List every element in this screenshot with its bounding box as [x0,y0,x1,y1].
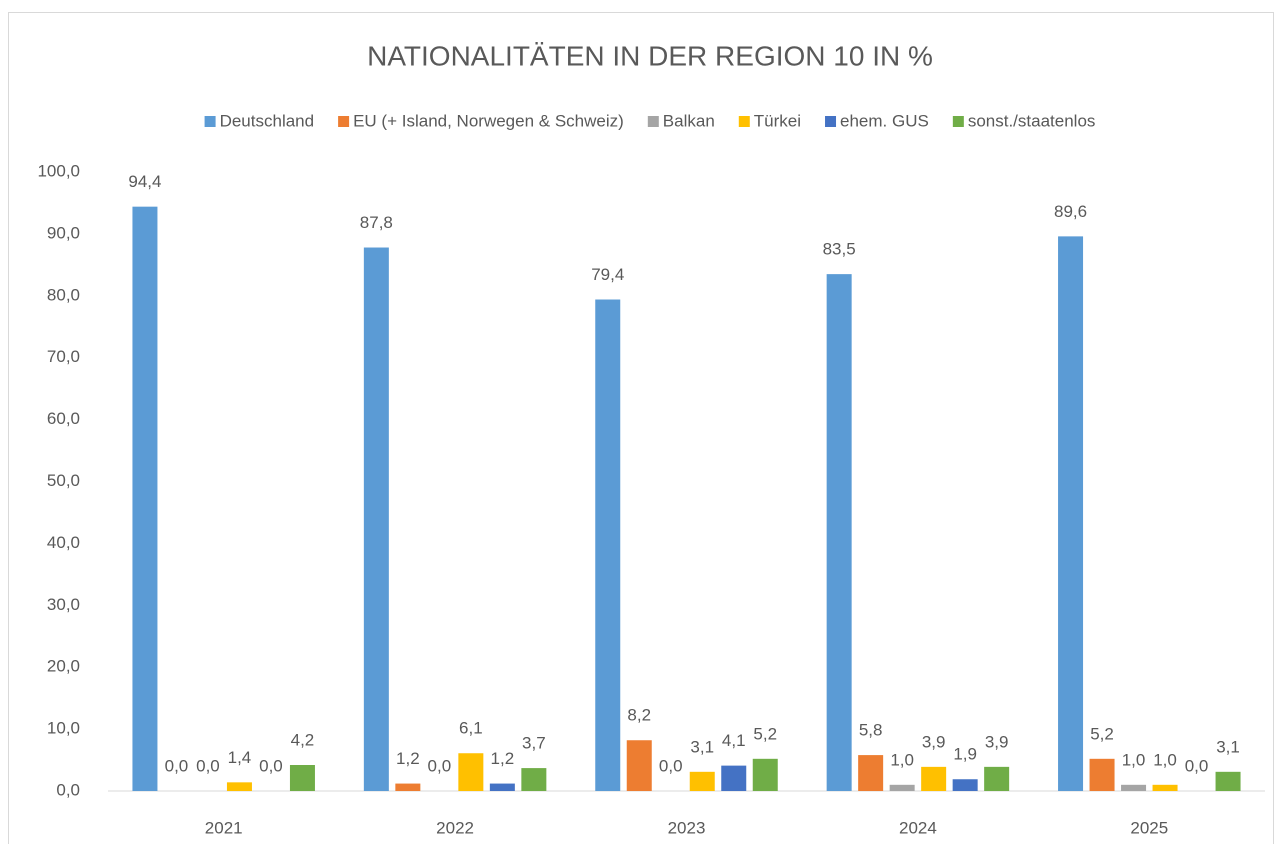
value-label: 3,7 [522,734,546,753]
value-label: 0,0 [428,756,452,775]
bar [1089,758,1115,791]
legend-swatch [204,116,216,127]
value-label: 0,0 [1185,756,1209,775]
value-label: 0,0 [196,756,220,775]
bar [521,768,547,791]
value-label: 1,0 [890,750,914,769]
bar [1058,236,1084,792]
y-tick-label: 0,0 [56,780,80,799]
y-tick-label: 60,0 [47,409,80,428]
bar [889,784,915,791]
bar [489,783,515,791]
legend-label: Deutschland [220,111,315,130]
bar [1215,771,1241,791]
value-label: 5,8 [859,721,883,740]
y-tick-label: 40,0 [47,533,80,552]
value-label: 1,2 [396,749,420,768]
y-tick-label: 80,0 [47,285,80,304]
bar [952,779,978,791]
value-label: 89,6 [1054,202,1087,221]
value-label: 3,9 [922,732,946,751]
value-label: 6,1 [459,719,483,738]
bar [826,274,852,791]
bar [984,766,1010,791]
bar [858,755,884,791]
value-label: 1,0 [1122,750,1146,769]
bar [1121,784,1147,791]
y-tick-label: 30,0 [47,595,80,614]
bar [689,771,715,791]
value-label: 1,2 [491,749,515,768]
x-tick-label: 2023 [668,818,706,837]
value-label: 5,2 [753,724,777,743]
value-label: 1,4 [228,748,252,767]
value-label: 4,1 [722,731,746,750]
value-label: 5,2 [1090,724,1114,743]
legend-label: EU (+ Island, Norwegen & Schweiz) [353,111,624,130]
bar [752,758,778,791]
x-tick-label: 2024 [899,818,937,837]
chart-title: NATIONALITÄTEN IN DER REGION 10 IN % [367,40,933,71]
bar [921,766,947,791]
x-tick-label: 2021 [205,818,243,837]
value-label: 3,1 [1216,737,1240,756]
bar [132,206,158,791]
legend-swatch [338,116,350,127]
value-label: 87,8 [360,213,393,232]
value-label: 1,9 [953,745,977,764]
value-label: 83,5 [823,240,856,259]
bar [363,247,389,791]
legend-swatch [647,116,659,127]
bar [1152,784,1178,791]
value-label: 4,2 [291,730,315,749]
y-tick-label: 10,0 [47,719,80,738]
legend-label: Türkei [754,111,801,130]
legend-label: ehem. GUS [840,111,929,130]
value-label: 94,4 [128,172,161,191]
y-tick-label: 100,0 [37,161,80,180]
value-label: 0,0 [259,756,283,775]
legend-label: Balkan [663,111,715,130]
y-tick-label: 90,0 [47,223,80,242]
legend-label: sonst./staatenlos [968,111,1096,130]
legend-swatch [952,116,964,127]
value-label: 3,1 [690,737,714,756]
x-tick-label: 2022 [436,818,474,837]
value-label: 0,0 [659,756,683,775]
x-tick-label: 2025 [1130,818,1168,837]
value-label: 8,2 [627,706,651,725]
bar [721,765,747,791]
bar [289,765,315,791]
legend-swatch [825,116,837,127]
bar [595,299,621,791]
legend-swatch [738,116,750,127]
value-label: 3,9 [985,732,1009,751]
bar [395,783,421,791]
value-label: 0,0 [165,756,189,775]
value-label: 79,4 [591,265,624,284]
value-label: 1,0 [1153,750,1177,769]
y-tick-label: 20,0 [47,657,80,676]
y-tick-label: 50,0 [47,471,80,490]
bar [458,753,484,791]
bar [226,782,252,791]
bar [626,740,652,791]
y-tick-label: 70,0 [47,347,80,366]
